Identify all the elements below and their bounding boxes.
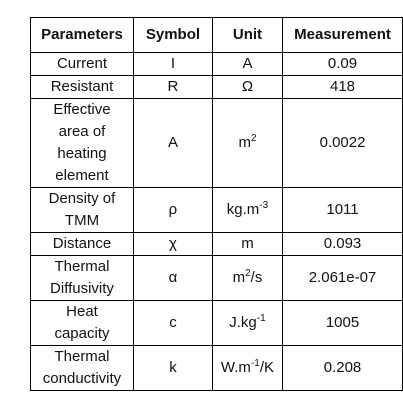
table-row: Heat capacity c J.kg-1 1005 — [30, 300, 403, 346]
unit-cell: kg.m-3 — [211, 187, 284, 233]
unit-text: m — [238, 134, 251, 151]
header-cell: Parameters — [30, 17, 134, 53]
unit-text: /K — [259, 359, 275, 376]
header-cell: Measurement — [282, 17, 403, 53]
table-cell: R — [132, 75, 213, 99]
unit-superscript: 2 — [245, 268, 251, 279]
table-cell: Thermal Diffusivity — [30, 255, 134, 301]
table-row: Resistant R Ω 418 — [30, 75, 403, 99]
table-cell: 0.09 — [282, 52, 403, 76]
table-cell: 418 — [282, 75, 403, 99]
header-cell: Unit — [211, 17, 284, 53]
table-cell: 0.0022 — [282, 98, 403, 188]
unit-text: W.m — [220, 359, 251, 376]
table-cell: c — [132, 300, 213, 346]
parameters-table: Parameters Symbol Unit Measurement Current I… — [30, 17, 403, 391]
unit-superscript: -1 — [256, 313, 266, 324]
table-cell: Resistant — [30, 75, 134, 99]
table-cell: A — [132, 98, 213, 188]
header-row: Parameters Symbol Unit Measurement — [30, 17, 403, 53]
unit-cell: W.m-1/K — [211, 345, 284, 391]
table-cell: 1005 — [282, 300, 403, 346]
table-cell: 2.061e-07 — [282, 255, 403, 301]
table-cell: k — [132, 345, 213, 391]
table-body: Current I A 0.09 Resistant R Ω 418 Effective are… — [30, 52, 403, 391]
table-cell: α — [132, 255, 213, 301]
unit-cell: m — [211, 232, 284, 256]
table-cell: Thermal conductivity — [30, 345, 134, 391]
table-row: Thermal conductivity k W.m-1/K 0.208 — [30, 345, 403, 391]
table-cell: Current — [30, 52, 134, 76]
table-cell: χ — [132, 232, 213, 256]
unit-superscript: 2 — [250, 133, 257, 144]
unit-cell: m2 — [211, 98, 284, 188]
table-cell: Density of TMM — [30, 187, 134, 233]
unit-cell: J.kg-1 — [211, 300, 284, 346]
unit-cell: Ω — [211, 75, 284, 99]
unit-text: kg.m — [226, 201, 260, 218]
table-cell: I — [132, 52, 213, 76]
table-cell: 0.208 — [282, 345, 403, 391]
unit-superscript: -3 — [259, 200, 269, 211]
table-cell: 0.093 — [282, 232, 403, 256]
unit-cell: A — [211, 52, 284, 76]
unit-text: A — [242, 55, 253, 72]
table-cell: Distance — [30, 232, 134, 256]
unit-text: Ω — [241, 78, 254, 95]
unit-text: /s — [250, 269, 263, 286]
unit-superscript: -1 — [250, 358, 260, 369]
table-cell: Effective area of heating element — [30, 98, 134, 188]
table-cell: 1011 — [282, 187, 403, 233]
unit-text: m — [241, 235, 254, 252]
table-row: Current I A 0.09 — [30, 52, 403, 76]
unit-text: J.kg — [229, 314, 257, 331]
table-cell: Heat capacity — [30, 300, 134, 346]
table-header: Parameters Symbol Unit Measurement — [30, 17, 403, 53]
header-cell: Symbol — [132, 17, 213, 53]
unit-text: m — [232, 269, 246, 286]
table-cell: ρ — [132, 187, 213, 233]
table-row: Thermal Diffusivity α m2/s 2.061e-07 — [30, 255, 403, 301]
table-row: Density of TMM ρ kg.m-3 1011 — [30, 187, 403, 233]
unit-cell: m2/s — [211, 255, 284, 301]
table-row: Distance χ m 0.093 — [30, 232, 403, 256]
